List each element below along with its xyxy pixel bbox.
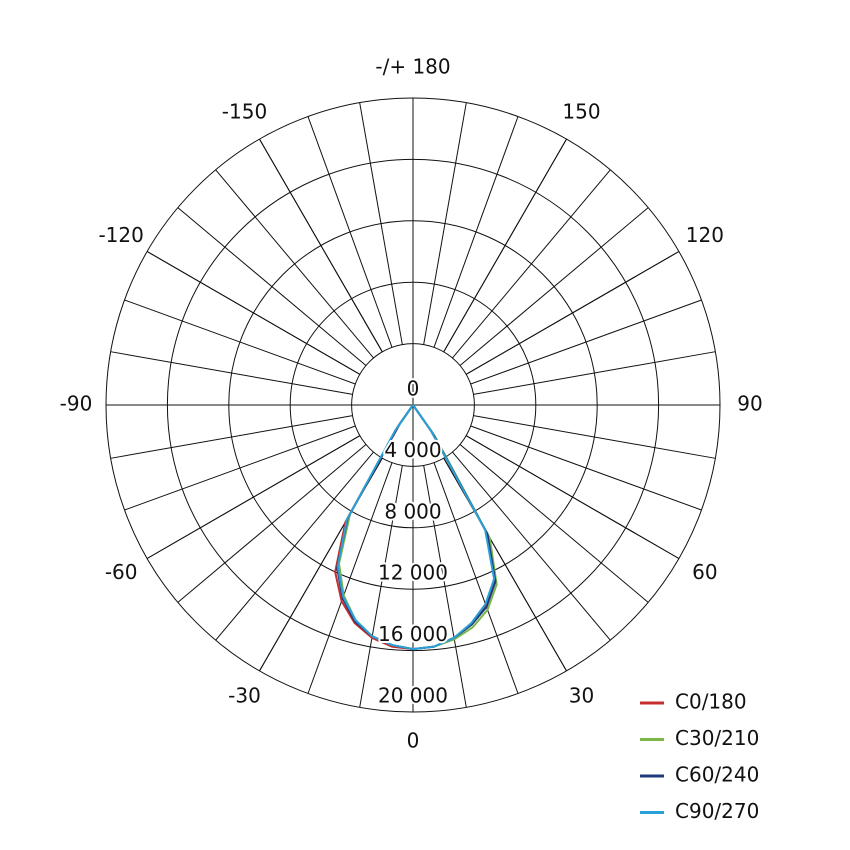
angle-tick-label: -150 <box>222 100 267 124</box>
series-line <box>336 404 496 651</box>
r-tick-label: 8 000 <box>384 499 441 523</box>
angle-tick-label: 0 <box>407 729 420 753</box>
angle-tick-label: -120 <box>98 223 143 247</box>
angle-grid-line <box>146 251 361 375</box>
angle-grid-line <box>465 435 680 559</box>
legend-label: C90/270 <box>675 799 759 823</box>
legend-label: C60/240 <box>675 763 759 787</box>
legend-label: C0/180 <box>675 690 747 714</box>
angle-tick-label: 90 <box>737 392 762 416</box>
r-tick-label: 20 000 <box>378 684 448 708</box>
angle-tick-label: 30 <box>569 683 594 707</box>
angle-tick-label: -/+ 180 <box>375 55 450 79</box>
angle-grid-line <box>146 435 361 559</box>
angle-tick-label: 120 <box>686 223 724 247</box>
r-tick-label: 0 <box>407 377 420 401</box>
angle-tick-label: 150 <box>562 100 600 124</box>
angle-grid-line <box>465 251 680 375</box>
angle-grid-line <box>443 457 567 672</box>
angle-grid-line <box>259 138 383 353</box>
r-tick-label: 16 000 <box>378 622 448 646</box>
angle-grid-line <box>443 138 567 353</box>
angle-tick-label: -60 <box>105 560 138 584</box>
angle-tick-label: -90 <box>60 392 93 416</box>
angle-tick-label: 60 <box>692 560 717 584</box>
r-tick-label: 4 000 <box>384 438 441 462</box>
angle-tick-label: -30 <box>228 683 261 707</box>
r-tick-label: 12 000 <box>378 561 448 585</box>
legend-label: C30/210 <box>675 726 759 750</box>
